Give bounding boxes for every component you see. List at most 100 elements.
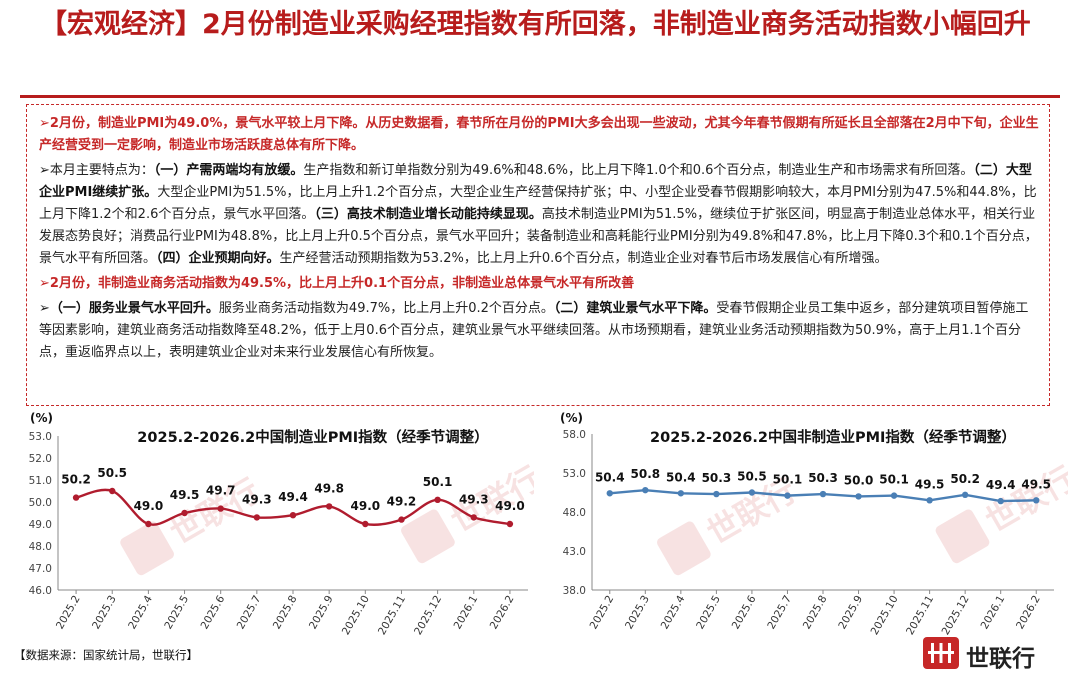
data-label: 49.0 bbox=[351, 499, 381, 513]
data-label: 49.4 bbox=[278, 490, 308, 504]
y-tick-label: 53.0 bbox=[563, 468, 586, 480]
y-tick-label: 51.0 bbox=[29, 475, 52, 487]
x-tick-label: 2025.11 bbox=[376, 594, 408, 638]
data-point bbox=[997, 497, 1004, 505]
y-tick-label: 50.0 bbox=[29, 497, 52, 509]
data-label: 50.1 bbox=[773, 473, 803, 487]
data-label: 49.4 bbox=[986, 478, 1016, 492]
features-intro: ➢本月主要特点为： bbox=[39, 163, 154, 178]
data-point bbox=[181, 509, 188, 517]
x-tick-label: 2025.12 bbox=[412, 594, 444, 638]
manufacturing-summary: ➢2月份，制造业PMI为49.0%，景气水平较上月下降。从历史数据看，春节所在月… bbox=[39, 116, 1039, 153]
data-point bbox=[362, 520, 369, 528]
data-label: 50.1 bbox=[423, 475, 453, 489]
non-manufacturing-pmi-chart: 世联行 世联行2025.2-2026.2中国非制造业PMI指数（经季节调整）(%)… bbox=[560, 411, 1068, 638]
x-tick-label: 2025.7 bbox=[235, 594, 264, 632]
y-tick-label: 58.0 bbox=[563, 429, 586, 441]
data-point bbox=[748, 489, 756, 496]
page-title: 【宏观经济】2月份制造业采购经理指数有所回落，非制造业商务活动指数小幅回升 bbox=[40, 9, 1031, 40]
data-label: 49.8 bbox=[314, 481, 344, 495]
y-tick-label: 38.0 bbox=[563, 585, 586, 597]
data-label: 50.5 bbox=[737, 470, 767, 484]
feature-4-text: 生产经营活动预期指数为53.2%，比上月上升0.6个百分点，制造业企业对春节后市… bbox=[279, 251, 888, 266]
data-point bbox=[642, 486, 649, 494]
data-point bbox=[325, 503, 333, 510]
y-axis-unit: (%) bbox=[30, 411, 53, 425]
brand-logo: 世联行 bbox=[922, 636, 1062, 672]
data-label: 50.3 bbox=[808, 471, 838, 485]
data-point bbox=[890, 492, 898, 499]
nm-feature-2-heading: （二）建筑业景气水平下降。 bbox=[553, 301, 717, 316]
logo-mark-icon bbox=[923, 637, 959, 669]
data-point bbox=[506, 520, 514, 528]
x-tick-label: 2025.2 bbox=[54, 594, 83, 632]
data-label: 49.3 bbox=[242, 492, 272, 506]
x-tick-label: 2025.4 bbox=[126, 593, 155, 631]
data-point bbox=[855, 493, 862, 500]
x-tick-label: 2025.11 bbox=[904, 594, 936, 638]
manufacturing-features: ➢本月主要特点为：（一）产需两端均有放缓。生产指数和新订单指数分别为49.6%和… bbox=[39, 160, 1039, 270]
data-label: 50.5 bbox=[97, 466, 127, 480]
nm-feature-1-heading: （一）服务业景气水平回升。 bbox=[49, 301, 219, 316]
x-tick-label: 2026.2 bbox=[1014, 594, 1043, 632]
logo-text: 世联行 bbox=[966, 646, 1035, 672]
data-label: 50.8 bbox=[631, 467, 661, 481]
data-label: 50.4 bbox=[666, 470, 696, 484]
feature-1-text: 生产指数和新订单指数分别为49.6%和48.6%，比上月下降1.0个和0.6个百… bbox=[303, 163, 974, 178]
y-axis-unit: (%) bbox=[560, 411, 583, 425]
x-tick-label: 2025.3 bbox=[623, 594, 652, 632]
data-point bbox=[398, 516, 405, 523]
y-tick-label: 43.0 bbox=[563, 546, 586, 558]
x-tick-label: 2025.10 bbox=[340, 594, 372, 638]
data-label: 49.7 bbox=[206, 484, 236, 498]
x-tick-label: 2025.7 bbox=[765, 594, 794, 632]
data-point bbox=[1033, 497, 1040, 504]
x-tick-label: 2025.12 bbox=[940, 594, 972, 638]
data-label: 50.2 bbox=[950, 472, 980, 486]
data-label: 49.2 bbox=[387, 495, 417, 509]
data-label: 49.5 bbox=[1021, 477, 1051, 491]
data-label: 49.5 bbox=[170, 488, 200, 502]
data-point bbox=[961, 491, 969, 499]
feature-3-text: 高技术制造业PMI为51.5%，继续位于扩张区间，明显高于制造业总体水平，相关行… bbox=[39, 207, 1038, 266]
data-point bbox=[677, 490, 685, 497]
y-tick-label: 48.0 bbox=[563, 507, 586, 519]
data-label: 50.4 bbox=[595, 470, 625, 484]
data-point bbox=[72, 494, 80, 501]
feature-1-heading: （一）产需两端均有放缓。 bbox=[153, 163, 304, 178]
data-point bbox=[819, 490, 827, 498]
x-tick-label: 2026.1 bbox=[452, 594, 481, 632]
data-point bbox=[289, 512, 297, 519]
data-label: 50.3 bbox=[702, 471, 732, 485]
x-tick-label: 2025.8 bbox=[271, 594, 300, 632]
feature-2-text: 大型企业PMI为51.5%，比上月上升1.2个百分点，大型企业生产经营保持扩张；… bbox=[39, 185, 1037, 222]
data-point bbox=[926, 497, 933, 504]
x-tick-label: 2026.2 bbox=[488, 594, 517, 632]
data-label: 50.1 bbox=[879, 473, 909, 487]
non-manufacturing-features: ➢（一）服务业景气水平回升。服务业商务活动指数为49.7%，比上月上升0.2个百… bbox=[39, 298, 1039, 364]
x-tick-label: 2025.6 bbox=[199, 593, 228, 631]
data-label: 50.0 bbox=[844, 473, 874, 487]
x-tick-label: 2025.3 bbox=[90, 594, 119, 632]
nm-bullet: ➢ bbox=[39, 301, 50, 316]
summary-textbox: ➢2月份，制造业PMI为49.0%，景气水平较上月下降。从历史数据看，春节所在月… bbox=[26, 104, 1050, 406]
nm-feature-1-text: 服务业商务活动指数为49.7%，比上月上升0.2个百分点。 bbox=[218, 301, 554, 316]
data-label: 49.5 bbox=[915, 477, 945, 491]
data-label: 50.2 bbox=[61, 473, 91, 487]
data-label: 49.3 bbox=[459, 492, 489, 506]
x-tick-label: 2025.10 bbox=[869, 594, 901, 638]
data-point bbox=[145, 520, 152, 528]
chart-title: 2025.2-2026.2中国非制造业PMI指数（经季节调整） bbox=[650, 428, 1016, 446]
non-manufacturing-summary: ➢2月份，非制造业商务活动指数为49.5%，比上月上升0.1个百分点，非制造业总… bbox=[39, 276, 635, 291]
chart-title: 2025.2-2026.2中国制造业PMI指数（经季节调整） bbox=[137, 428, 488, 446]
x-tick-label: 2026.1 bbox=[979, 594, 1008, 632]
data-source-note: 【数据来源：国家统计局，世联行】 bbox=[14, 648, 198, 662]
x-tick-label: 2025.6 bbox=[730, 593, 759, 631]
data-point bbox=[217, 505, 224, 512]
data-point bbox=[253, 514, 261, 521]
y-tick-label: 53.0 bbox=[29, 431, 52, 443]
data-point bbox=[606, 490, 613, 497]
data-label: 49.0 bbox=[134, 499, 164, 513]
title-divider bbox=[20, 95, 1060, 98]
x-tick-label: 2025.9 bbox=[307, 594, 336, 632]
